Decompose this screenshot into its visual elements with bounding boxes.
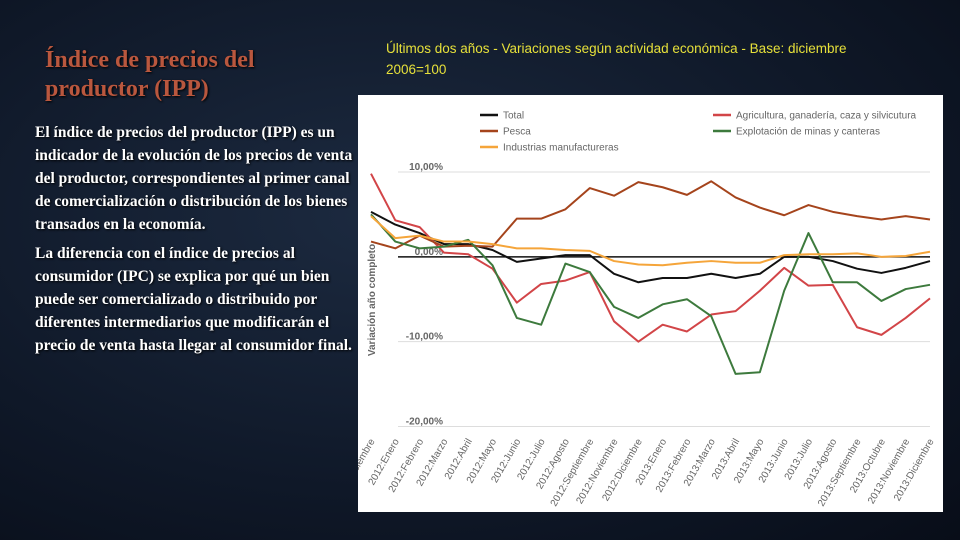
slide-title: Índice de precios del productor (IPP): [45, 47, 255, 102]
paragraph: El índice de precios del productor (IPP)…: [35, 124, 353, 233]
chart-title: Últimos dos años - Variaciones según act…: [386, 41, 847, 77]
series-line: [370, 173, 931, 343]
legend-label: Pesca: [503, 127, 531, 138]
legend-label: Total: [503, 111, 524, 122]
series-line: [370, 215, 931, 267]
y-axis-label: Variación año completo: [367, 244, 378, 356]
chart-background: [358, 95, 943, 512]
body-text: El índice de precios del productor (IPP)…: [35, 121, 355, 363]
y-tick-label: -20,00%: [406, 417, 443, 428]
chart: Variación año completo -20,00% -10,00% 0,00…: [358, 95, 943, 512]
y-tick-label: 10,00%: [409, 162, 443, 173]
legend-label: Agricultura, ganadería, caza y silvicutu…: [736, 111, 917, 122]
series-line: [370, 210, 931, 284]
y-tick-label: 0,00%: [415, 247, 443, 258]
series-line: [370, 180, 931, 250]
legend-label: Explotación de minas y canteras: [736, 127, 880, 138]
y-tick-label: -10,00%: [406, 332, 443, 343]
legend-label: Industrias manufactureras: [503, 143, 619, 154]
paragraph: La diferencia con el índice de precios a…: [35, 245, 352, 354]
